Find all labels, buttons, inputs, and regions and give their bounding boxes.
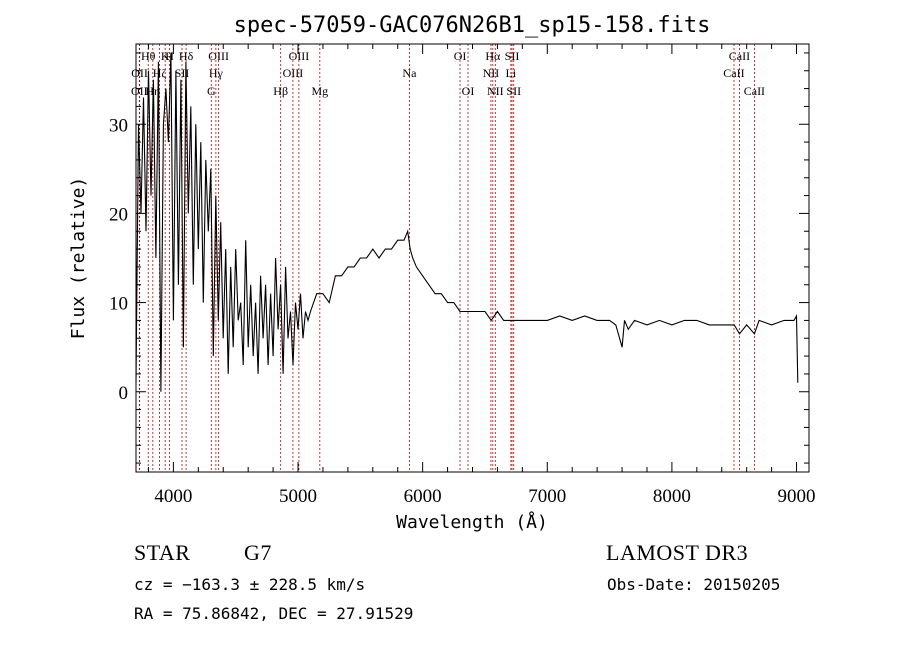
- x-tick-label-2: 6000: [404, 486, 442, 507]
- x-axis-label: Wavelength (Å): [396, 511, 548, 533]
- line-label-6: H: [165, 49, 174, 63]
- x-tick-label-5: 9000: [778, 486, 816, 507]
- y-tick-label-2: 20: [109, 204, 128, 225]
- line-label-14: OIII: [283, 66, 304, 80]
- line-label-9: OIII: [208, 49, 229, 63]
- y-tick-label-0: 0: [119, 383, 129, 404]
- line-label-11: G: [207, 84, 216, 98]
- line-label-27: CaII: [744, 84, 765, 98]
- y-tick-label-1: 10: [109, 294, 128, 315]
- line-label-19: Hα: [485, 49, 501, 63]
- y-axis: 0 10 20 30: [109, 52, 809, 464]
- line-label-22: SII: [505, 49, 520, 63]
- line-label-16: Na: [402, 66, 417, 80]
- plot-frame: [135, 43, 810, 473]
- line-label-26: CaII: [723, 66, 744, 80]
- line-label-4: Hζ: [153, 66, 167, 80]
- line-label-8: Hδ: [179, 49, 194, 63]
- x-axis: 4000 5000 6000 7000 8000 9000: [147, 44, 816, 507]
- object-class: STAR: [134, 540, 191, 565]
- spectrum-line: [135, 52, 799, 392]
- line-label-10: Hγ: [209, 66, 224, 80]
- y-tick-label-3: 30: [109, 115, 128, 136]
- chart-title: spec-57059-GAC076N26B1_sp15-158.fits: [234, 13, 711, 38]
- y-axis-label: Flux (relative): [68, 177, 89, 340]
- line-label-21: NII: [487, 84, 504, 98]
- velocity-info: cz = −163.3 ± 228.5 km/s: [134, 575, 366, 594]
- line-label-12: Hβ: [273, 84, 288, 98]
- line-label-25: CaII: [729, 49, 750, 63]
- line-label-2: OII: [131, 84, 148, 98]
- coordinates: RA = 75.86842, DEC = 27.91529: [134, 604, 414, 623]
- line-label-17: OI: [454, 49, 467, 63]
- x-tick-label-0: 4000: [154, 486, 192, 507]
- obs-date: Obs-Date: 20150205: [607, 575, 781, 594]
- survey-name: LAMOST DR3: [606, 540, 749, 565]
- line-label-23: Li: [506, 66, 517, 80]
- object-subclass: G7: [244, 540, 272, 565]
- line-label-24: SII: [506, 84, 521, 98]
- line-label-18: OI: [462, 84, 475, 98]
- line-label-13: OIII: [289, 49, 310, 63]
- x-tick-label-1: 5000: [279, 486, 317, 507]
- line-label-5: K: [161, 49, 170, 63]
- x-tick-label-4: 8000: [653, 486, 691, 507]
- x-tick-label-3: 7000: [528, 486, 566, 507]
- line-label-0: Hθ: [141, 49, 156, 63]
- line-label-15: Mg: [311, 84, 328, 98]
- line-label-7: SII: [175, 66, 190, 80]
- line-label-3: OII: [131, 66, 148, 80]
- line-label-20: NII: [483, 66, 500, 80]
